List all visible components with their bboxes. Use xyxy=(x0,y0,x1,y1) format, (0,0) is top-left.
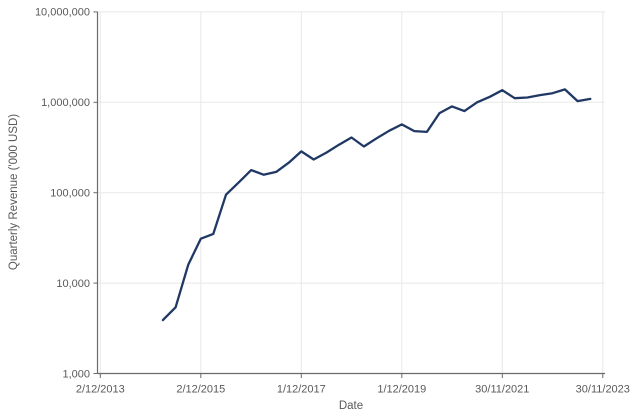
series-layer xyxy=(161,88,592,322)
y-axis-title: Quarterly Revenue ('000 USD) xyxy=(8,114,20,270)
x-axis-tick-label: 30/11/2021 xyxy=(475,384,529,396)
x-axis-tick-label: 1/12/2019 xyxy=(377,384,426,396)
tick-labels-layer: 1,000 10,000 100,000 1,000,000 10,000,000 2/1… xyxy=(35,7,630,396)
x-axis-tick-label: 30/11/2023 xyxy=(576,384,630,396)
y-axis-tick-label: 1,000 xyxy=(62,368,90,380)
y-axis-tick-label: 10,000,000 xyxy=(35,7,90,19)
x-axis-tick-label: 2/12/2013 xyxy=(76,384,125,396)
y-axis-tick-label: 100,000 xyxy=(50,188,90,200)
x-axis-title: Date xyxy=(339,400,363,412)
y-axis-tick-label: 10,000 xyxy=(56,278,90,290)
axes-layer xyxy=(93,11,605,378)
x-axis-tick-label: 2/12/2015 xyxy=(176,384,225,396)
x-axis-tick-label: 1/12/2017 xyxy=(277,384,326,396)
y-axis-tick-label: 1,000,000 xyxy=(41,97,90,109)
quarterly-revenue-line xyxy=(161,88,592,322)
gridlines-layer xyxy=(97,11,605,374)
